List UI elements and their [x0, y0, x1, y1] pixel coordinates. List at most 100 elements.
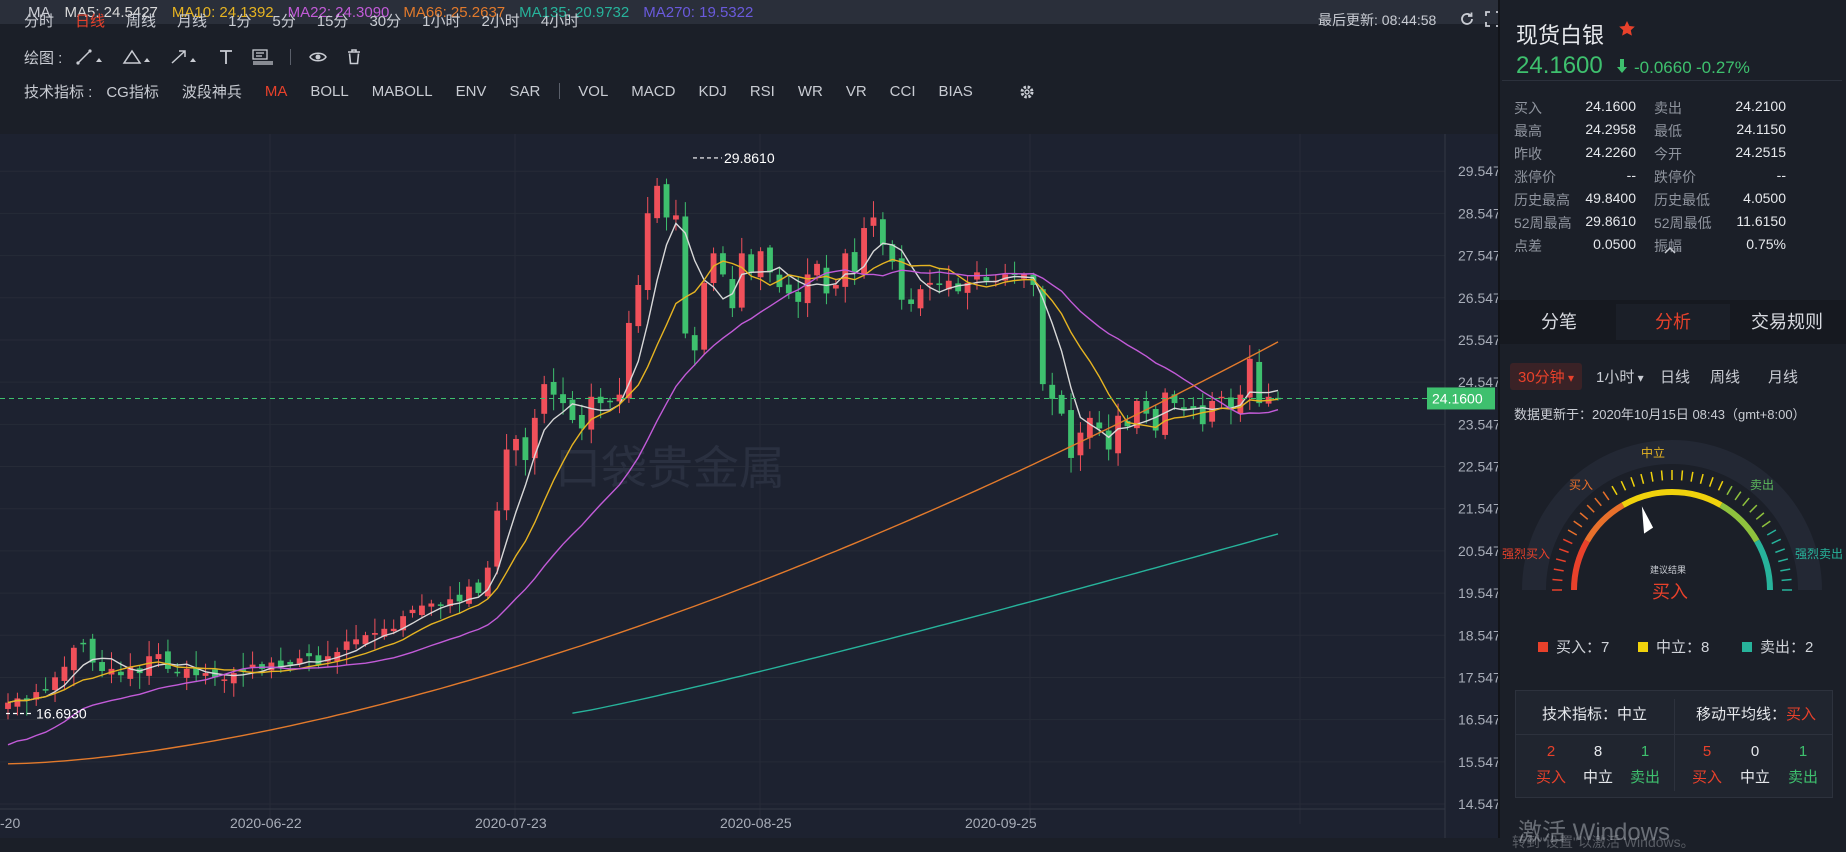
candle [757, 247, 764, 291]
legend-buy-text: 买入：7 [1556, 639, 1610, 656]
indicator-divider [559, 83, 561, 99]
current-price-tag [1427, 387, 1495, 410]
panel-tab-2[interactable]: 交易规则 [1751, 312, 1823, 332]
indicator-波段神兵[interactable]: 波段神兵 [181, 83, 242, 101]
quote-l1-3: 涨停价 [1514, 169, 1556, 185]
quote-l2-1: 最低 [1654, 123, 1682, 139]
candle [569, 391, 576, 424]
candle [804, 258, 811, 318]
quote-v2-4: 4.0500 [1743, 190, 1786, 206]
triangle-tool-icon[interactable] [122, 49, 152, 65]
period-2[interactable]: 日线 [1660, 366, 1690, 387]
eye-icon[interactable] [309, 50, 328, 64]
candle [917, 284, 924, 317]
quote-l1-5: 52周最高 [1514, 215, 1572, 231]
tech-sell-count: 1 [1640, 743, 1650, 760]
gauge-segment [1621, 489, 1723, 508]
gauge-tick [1699, 473, 1704, 484]
indicator-boll[interactable]: BOLL [310, 82, 349, 100]
gauge-caption: 建议结果 [1650, 565, 1687, 575]
timeframe-5[interactable]: 5分 [272, 12, 296, 30]
candle [1039, 285, 1046, 391]
trash-icon[interactable] [347, 49, 361, 65]
timeframe-1[interactable]: 日线 [75, 12, 106, 30]
chevron-down-icon: ▾ [1634, 371, 1644, 385]
line-tool-icon[interactable] [76, 49, 104, 65]
header-divider [1502, 80, 1842, 81]
timeframe-10[interactable]: 4小时 [540, 12, 580, 30]
timeframe-0[interactable]: 分时 [24, 12, 55, 30]
down-arrow-icon [1616, 58, 1628, 74]
indicator-rsi[interactable]: RSI [749, 82, 775, 100]
period-3[interactable]: 周线 [1710, 366, 1740, 387]
legend-neutral-text: 中立：8 [1656, 639, 1710, 656]
panel-tab-1[interactable]: 分析 [1616, 304, 1730, 340]
period-4[interactable]: 月线 [1768, 366, 1798, 387]
settings-gear-icon[interactable] [1018, 83, 1036, 101]
indicator-wr[interactable]: WR [797, 82, 823, 100]
ma-values: 5 买入 0 中立 1 卖出 [1684, 743, 1826, 787]
indicator-kdj[interactable]: KDJ [698, 82, 727, 100]
collapse-chevron-icon[interactable] [1664, 246, 1676, 254]
period-1[interactable]: 1小时 ▾ [1596, 366, 1644, 387]
quote-v2-1: 24.1150 [1736, 121, 1786, 137]
quote-l2-5: 52周最低 [1654, 215, 1712, 231]
quote-v1-4: 49.8400 [1585, 190, 1636, 206]
indicator-cci[interactable]: CCI [889, 82, 916, 100]
candle [1152, 405, 1159, 438]
candle [578, 404, 585, 441]
candle [522, 427, 529, 476]
indicator-cg指标[interactable]: CG指标 [106, 83, 159, 101]
timeframe-4[interactable]: 1分 [228, 12, 252, 30]
indicator-maboll[interactable]: MABOLL [371, 82, 433, 100]
candle [108, 652, 115, 684]
arrow-tool-icon[interactable] [170, 49, 200, 65]
symbol-name: 现货白银 [1516, 23, 1605, 48]
timeframe-7[interactable]: 30分 [369, 12, 402, 30]
quote-l1-2: 昨收 [1514, 146, 1542, 162]
indicator-env[interactable]: ENV [455, 82, 487, 100]
fib-tool-icon[interactable] [252, 49, 276, 65]
ma135-line [572, 533, 1279, 714]
candle [99, 649, 105, 678]
candle [456, 582, 463, 613]
panel-tab-0[interactable]: 分笔 [1541, 312, 1577, 332]
indicator-ma[interactable]: MA [264, 82, 288, 100]
indicator-vr[interactable]: VR [845, 82, 867, 100]
candle [89, 633, 96, 671]
gauge-tick [1630, 476, 1636, 487]
period-0[interactable]: 30分钟 ▾ [1510, 363, 1583, 390]
timeframe-2[interactable]: 周线 [126, 12, 157, 30]
candle [635, 275, 642, 333]
candle [33, 683, 40, 706]
quote-v2-2: 24.2515 [1735, 144, 1786, 160]
candle [14, 692, 21, 716]
timeframe-3[interactable]: 月线 [177, 12, 208, 30]
indicator-sar[interactable]: SAR [509, 82, 541, 100]
indicator-bias[interactable]: BIAS [938, 82, 973, 100]
candle [832, 278, 839, 296]
x-tick-label: 2020-06-22 [230, 815, 302, 831]
indicator-macd[interactable]: MACD [631, 82, 676, 100]
ma66-line [7, 341, 1279, 765]
candle [560, 377, 566, 415]
x-tick-label: 2020-09-25 [965, 815, 1037, 831]
indicator-vol[interactable]: VOL [578, 82, 609, 100]
candle [249, 651, 256, 679]
text-tool-icon[interactable] [218, 49, 234, 65]
candle [898, 245, 905, 310]
candle [390, 619, 397, 635]
gauge-tick [1690, 471, 1694, 482]
candle [155, 643, 162, 668]
timeframe-9[interactable]: 2小时 [481, 12, 520, 30]
favorite-star-icon[interactable] [1618, 20, 1636, 38]
refresh-icon[interactable] [1458, 9, 1476, 29]
timeframe-8[interactable]: 1小时 [422, 12, 461, 30]
timeframe-6[interactable]: 15分 [316, 12, 349, 30]
candle [729, 266, 736, 318]
